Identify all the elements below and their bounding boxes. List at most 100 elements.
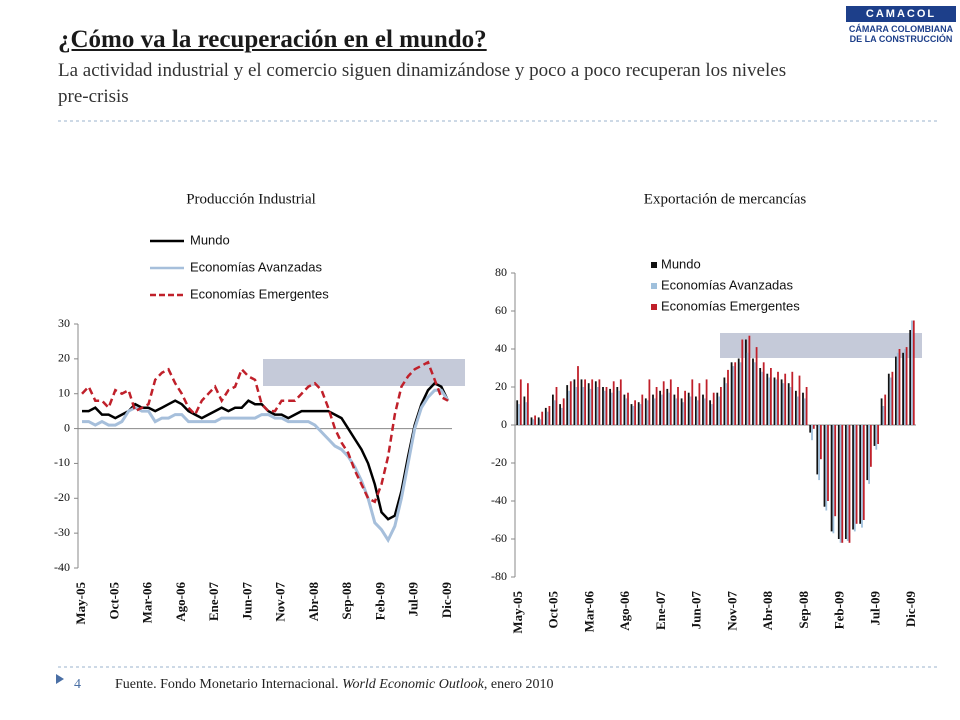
bar xyxy=(889,377,892,425)
bar xyxy=(911,320,913,425)
bar xyxy=(561,407,563,425)
y-tick-label: 80 xyxy=(495,265,507,279)
legend-label: Economías Avanzadas xyxy=(661,277,794,292)
bar xyxy=(718,396,720,425)
y-tick-label: -10 xyxy=(54,455,70,469)
x-tick-label: Ago-06 xyxy=(173,582,188,622)
bar xyxy=(634,400,636,425)
chart-title: Producción Industrial xyxy=(186,191,316,207)
x-tick-label: Sep-08 xyxy=(339,582,354,620)
bar xyxy=(866,425,869,481)
x-tick-label: Nov-07 xyxy=(273,582,288,622)
bar xyxy=(820,425,822,460)
bar xyxy=(523,396,526,425)
y-tick-label: 20 xyxy=(495,379,507,393)
source-title: World Economic Outlook xyxy=(342,677,484,692)
line-series xyxy=(82,381,450,521)
bar xyxy=(652,394,654,425)
x-tick-label: Dic-09 xyxy=(903,591,918,628)
bar xyxy=(862,425,865,520)
bar xyxy=(904,349,906,425)
bar xyxy=(741,339,744,425)
bar xyxy=(518,404,520,425)
bar xyxy=(830,425,833,532)
bar xyxy=(868,425,870,484)
bar xyxy=(739,362,742,425)
logo-line: DE LA CONSTRUCCIÓN xyxy=(849,34,953,44)
bar xyxy=(525,402,528,425)
bar xyxy=(716,392,719,425)
source-text: Fuente. Fondo Monetario Internacional. xyxy=(115,677,343,692)
bar xyxy=(884,394,887,425)
bar xyxy=(902,352,904,425)
y-tick-label: 0 xyxy=(64,420,70,434)
bar xyxy=(745,339,747,425)
bar xyxy=(662,381,665,425)
legend-swatch xyxy=(651,283,657,289)
x-tick-label: Dic-09 xyxy=(439,582,454,619)
x-tick-label: Mar-06 xyxy=(140,582,155,624)
bar xyxy=(748,335,751,425)
x-tick-label: Feb-09 xyxy=(832,591,847,630)
bar xyxy=(577,366,579,425)
bar xyxy=(666,388,669,425)
bar xyxy=(761,371,763,425)
bar xyxy=(527,383,529,425)
line-series xyxy=(81,360,449,504)
bar xyxy=(798,375,801,425)
bar xyxy=(687,392,690,425)
bar xyxy=(812,425,815,429)
bar xyxy=(602,387,604,425)
bar xyxy=(802,392,804,425)
bar xyxy=(618,390,620,425)
legend-label: Economías Emergentes xyxy=(190,286,329,301)
bar xyxy=(852,425,854,530)
bar xyxy=(777,371,779,425)
x-tick-label: Jul-09 xyxy=(406,582,421,617)
bar xyxy=(661,394,663,425)
bar xyxy=(734,362,737,425)
bar xyxy=(582,387,585,425)
bar xyxy=(596,387,599,425)
bar xyxy=(845,425,847,539)
bar xyxy=(823,425,826,507)
legend-label: Mundo xyxy=(661,256,701,271)
bar xyxy=(875,425,878,450)
bar xyxy=(861,425,863,528)
x-tick-label: Jun-07 xyxy=(239,582,254,621)
legend-swatch xyxy=(651,262,657,268)
chart-title: Exportación de mercancías xyxy=(644,191,807,207)
bar xyxy=(853,425,856,532)
bar xyxy=(775,379,778,425)
x-tick-label: Sep-08 xyxy=(796,591,811,629)
bar xyxy=(587,383,590,425)
bar xyxy=(639,404,642,425)
bar xyxy=(780,379,783,425)
x-tick-label: Mar-06 xyxy=(581,591,596,633)
bar xyxy=(698,383,701,425)
y-tick-label: -40 xyxy=(54,560,70,574)
bar xyxy=(818,425,820,481)
bar xyxy=(887,373,890,425)
bar xyxy=(591,379,594,425)
source: Fuente. Fondo Monetario Internacional. W… xyxy=(115,677,553,693)
bar xyxy=(623,394,626,425)
bar xyxy=(575,387,578,425)
bar xyxy=(705,379,708,425)
slide-title: ¿Cómo va la recuperación en el mundo? xyxy=(58,26,487,53)
bar xyxy=(553,400,556,425)
bar xyxy=(782,383,785,425)
bar xyxy=(637,402,640,425)
x-tick-label: Nov-07 xyxy=(724,591,739,631)
bar xyxy=(668,392,670,425)
bar xyxy=(891,371,894,425)
bar xyxy=(895,356,897,425)
legend-label: Mundo xyxy=(190,232,230,247)
bar xyxy=(632,406,635,425)
bar xyxy=(877,425,879,444)
bar xyxy=(709,400,711,425)
bar xyxy=(612,381,615,425)
legend-label: Economías Avanzadas xyxy=(190,259,323,274)
bar xyxy=(730,362,733,425)
